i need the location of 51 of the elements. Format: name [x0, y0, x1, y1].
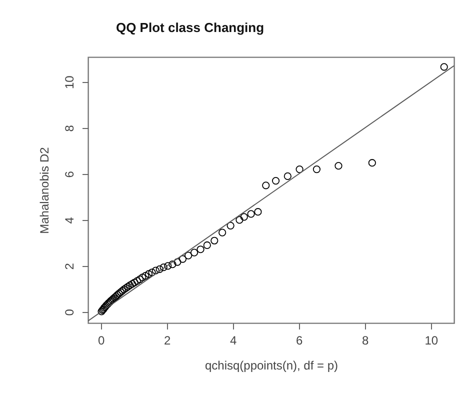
y-tick-label: 0	[62, 308, 76, 316]
y-tick-label: 8	[62, 124, 76, 132]
point	[130, 278, 138, 286]
point	[122, 284, 130, 292]
x-tick-label: 2	[164, 334, 172, 348]
point	[218, 228, 226, 236]
chart-title: QQ Plot class Changing	[116, 20, 264, 35]
y-tick-label: 10	[62, 75, 76, 90]
point	[164, 262, 172, 270]
point	[247, 210, 255, 218]
point	[240, 213, 248, 221]
point	[138, 274, 146, 282]
point	[148, 268, 156, 276]
point	[284, 172, 292, 180]
point	[296, 165, 304, 174]
y-tick-label: 2	[62, 262, 76, 270]
y-tick-label: 4	[62, 216, 76, 224]
point	[133, 277, 141, 285]
x-tick-label: 4	[230, 334, 238, 348]
point	[136, 275, 144, 284]
point	[174, 258, 182, 266]
y-axis-title: Mahalanobis D2	[38, 146, 52, 234]
point	[184, 252, 192, 260]
x-tick-label: 0	[98, 334, 106, 348]
point	[236, 216, 244, 224]
point	[128, 280, 136, 288]
point	[440, 63, 448, 71]
x-tick-label: 6	[296, 334, 304, 348]
point	[178, 255, 187, 263]
point	[272, 177, 280, 185]
point	[160, 264, 168, 272]
point	[190, 248, 198, 256]
point	[156, 265, 164, 273]
point	[126, 281, 134, 290]
point	[168, 260, 176, 268]
x-tick-label: 8	[362, 334, 370, 348]
point	[334, 162, 342, 170]
point	[142, 272, 150, 280]
point	[312, 165, 321, 174]
point	[152, 266, 160, 274]
point	[203, 241, 211, 250]
x-axis-title: qchisq(ppoints(n), df = p)	[204, 358, 338, 372]
point	[226, 222, 234, 230]
point	[262, 182, 270, 190]
point	[210, 236, 218, 244]
point	[368, 159, 376, 167]
x-tick-label: 10	[424, 334, 438, 348]
point	[196, 246, 204, 254]
point	[254, 208, 262, 216]
y-tick-label: 6	[62, 170, 76, 178]
point	[144, 270, 153, 278]
